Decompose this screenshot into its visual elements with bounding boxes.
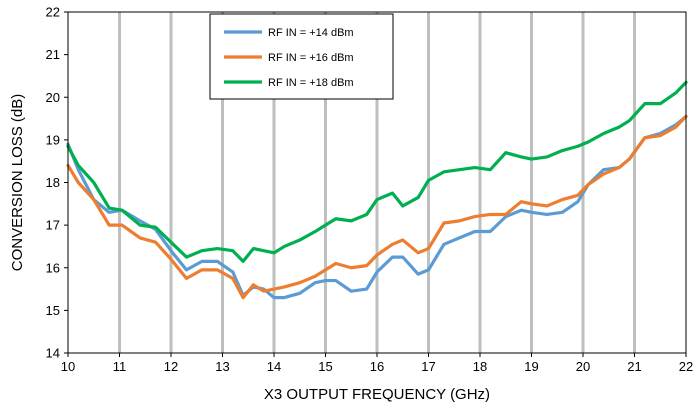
data-series <box>66 80 688 300</box>
x-tick-label: 10 <box>61 359 75 374</box>
legend: RF IN = +14 dBm RF IN = +16 dBm RF IN = +1… <box>209 13 394 100</box>
x-tick-label: 16 <box>370 359 384 374</box>
series-line-1 <box>66 114 688 300</box>
axis-ticks: 10 11 12 13 14 15 16 17 18 19 20 21 22 14 15 16 17 18 19 20… <box>46 5 694 375</box>
legend-label-2: RF IN = +18 dBm <box>268 77 354 89</box>
y-tick-label: 14 <box>46 346 60 361</box>
legend-label-0: RF IN = +14 dBm <box>268 27 354 39</box>
x-tick-label: 17 <box>421 359 435 374</box>
x-tick-label: 15 <box>318 359 332 374</box>
series-line-0 <box>66 114 688 300</box>
x-tick-label: 11 <box>113 359 127 374</box>
x-tick-label: 21 <box>627 359 641 374</box>
x-tick-label: 12 <box>164 359 178 374</box>
legend-label-1: RF IN = +16 dBm <box>268 52 354 64</box>
y-tick-label: 16 <box>46 260 60 275</box>
y-axis-title: CONVERSION LOSS (dB) <box>9 94 26 272</box>
y-tick-label: 19 <box>46 132 60 147</box>
x-tick-label: 22 <box>679 359 693 374</box>
y-tick-label: 18 <box>46 175 60 190</box>
x-tick-label: 19 <box>524 359 538 374</box>
series-line-2 <box>66 80 688 263</box>
x-tick-label: 14 <box>267 359 281 374</box>
x-axis-title: X3 OUTPUT FREQUENCY (GHz) <box>264 386 490 403</box>
y-tick-label: 20 <box>46 90 60 105</box>
y-tick-label: 17 <box>46 218 60 233</box>
x-tick-label: 13 <box>215 359 229 374</box>
y-tick-label: 15 <box>46 303 60 318</box>
x-tick-label: 20 <box>576 359 590 374</box>
x-tick-label: 18 <box>473 359 487 374</box>
y-tick-label: 22 <box>46 5 60 20</box>
y-tick-label: 21 <box>46 47 60 62</box>
